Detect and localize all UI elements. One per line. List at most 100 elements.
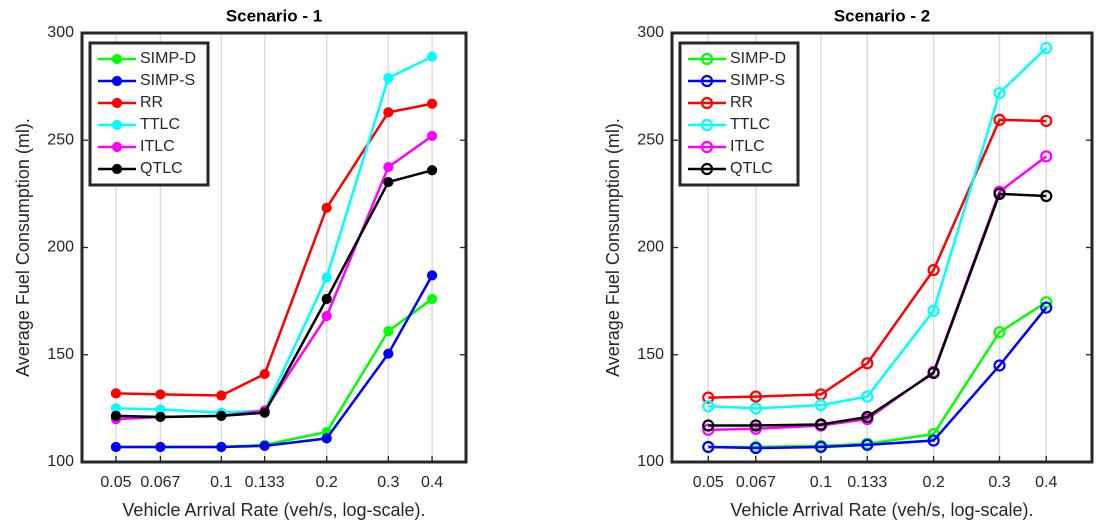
legend-label: SIMP-D bbox=[730, 50, 786, 67]
point bbox=[861, 357, 874, 370]
plot: 0.05 0.067 0.1 0.133 0.2 0.3 0.4 100 150 200 250 30… bbox=[603, 6, 1094, 520]
legend-label: SIMP-S bbox=[140, 72, 195, 89]
point bbox=[814, 399, 828, 412]
point bbox=[321, 272, 332, 283]
chart-title: Scenario - 1 bbox=[226, 6, 322, 25]
point bbox=[993, 326, 1006, 339]
point bbox=[426, 98, 438, 109]
legend-label: SIMP-S bbox=[730, 72, 785, 89]
x-tick-label: 0.05 bbox=[100, 474, 131, 491]
legend-marker bbox=[111, 97, 123, 109]
series-line bbox=[708, 155, 1048, 432]
point bbox=[216, 441, 227, 453]
legend-marker bbox=[700, 140, 714, 154]
y-tick-label: 250 bbox=[637, 131, 664, 148]
x-tick-label: 0.3 bbox=[988, 474, 1010, 491]
point bbox=[155, 389, 166, 400]
point bbox=[110, 388, 122, 399]
y-tick-label: 100 bbox=[47, 453, 74, 470]
point bbox=[702, 419, 715, 432]
point bbox=[861, 390, 874, 403]
legend-label: TTLC bbox=[730, 116, 770, 133]
point bbox=[216, 410, 227, 421]
y-tick-label: 300 bbox=[47, 24, 74, 41]
point bbox=[426, 165, 438, 176]
series-line bbox=[708, 306, 1048, 450]
point bbox=[814, 418, 828, 431]
y-axis-label: Average Fuel Consumption (ml). bbox=[13, 118, 33, 377]
x-axis-label: Vehicle Arrival Rate (veh/s, log-scale). bbox=[730, 500, 1033, 520]
series-line bbox=[708, 192, 1047, 427]
point bbox=[321, 433, 332, 444]
legend-marker bbox=[700, 162, 714, 176]
legend-label: RR bbox=[140, 94, 163, 111]
point bbox=[861, 410, 874, 424]
point bbox=[216, 390, 227, 401]
point bbox=[749, 419, 762, 432]
point bbox=[702, 391, 715, 404]
point bbox=[993, 187, 1006, 200]
y-tick-label: 150 bbox=[637, 346, 664, 363]
legend-label: QTLC bbox=[140, 160, 183, 177]
x-tick-label: 0.067 bbox=[736, 474, 776, 491]
x-tick-label: 0.1 bbox=[210, 474, 232, 491]
x-tick-label: 0.2 bbox=[922, 474, 944, 491]
point bbox=[993, 86, 1006, 100]
point bbox=[426, 293, 438, 305]
point bbox=[110, 410, 122, 421]
point bbox=[155, 411, 166, 423]
y-tick-label: 200 bbox=[47, 239, 74, 256]
x-tick-label: 0.4 bbox=[421, 474, 443, 491]
y-axis-label: Average Fuel Consumption (ml). bbox=[603, 118, 623, 377]
point bbox=[383, 176, 394, 188]
point bbox=[110, 441, 122, 453]
x-tick-label: 0.3 bbox=[377, 474, 399, 491]
x-tick-label: 0.4 bbox=[1035, 474, 1057, 491]
legend-label: ITLC bbox=[140, 138, 175, 155]
point bbox=[1040, 189, 1053, 203]
legend-marker bbox=[700, 96, 714, 110]
series-line bbox=[708, 118, 1047, 399]
point bbox=[321, 202, 332, 213]
point bbox=[259, 368, 270, 380]
legend-marker bbox=[700, 74, 714, 88]
legend-label: QTLC bbox=[730, 160, 773, 177]
legend-label: ITLC bbox=[730, 138, 765, 155]
legend-box bbox=[678, 41, 800, 187]
legend-marker bbox=[111, 163, 123, 175]
point bbox=[1040, 301, 1053, 314]
point bbox=[993, 359, 1006, 372]
x-tick-label: 0.2 bbox=[316, 474, 338, 491]
point bbox=[383, 326, 394, 337]
legend-marker bbox=[700, 52, 714, 66]
axes-frame bbox=[670, 31, 1094, 464]
point bbox=[1040, 41, 1053, 55]
point bbox=[383, 348, 394, 359]
point bbox=[259, 407, 270, 418]
series-line bbox=[708, 47, 1048, 410]
point bbox=[426, 270, 438, 281]
legend-marker bbox=[111, 141, 123, 153]
point bbox=[927, 434, 940, 447]
x-tick-label: 0.1 bbox=[810, 474, 832, 491]
point bbox=[321, 293, 332, 305]
x-tick-label: 0.05 bbox=[693, 474, 724, 491]
point bbox=[927, 263, 940, 277]
legend-label: TTLC bbox=[140, 116, 180, 133]
legend-marker bbox=[111, 75, 123, 87]
x-tick-label: 0.133 bbox=[245, 474, 285, 491]
point bbox=[927, 304, 940, 317]
axes-frame bbox=[80, 31, 468, 464]
point bbox=[383, 161, 394, 173]
point bbox=[426, 51, 438, 62]
point bbox=[861, 438, 874, 451]
point bbox=[749, 402, 762, 415]
point bbox=[814, 440, 828, 454]
x-axis-label: Vehicle Arrival Rate (veh/s, log-scale). bbox=[122, 500, 425, 520]
x-tick-label: 0.067 bbox=[140, 474, 180, 491]
point bbox=[927, 366, 940, 380]
chart-title: Scenario - 2 bbox=[834, 6, 930, 25]
point bbox=[993, 113, 1006, 126]
point bbox=[749, 441, 762, 455]
point bbox=[702, 440, 715, 454]
